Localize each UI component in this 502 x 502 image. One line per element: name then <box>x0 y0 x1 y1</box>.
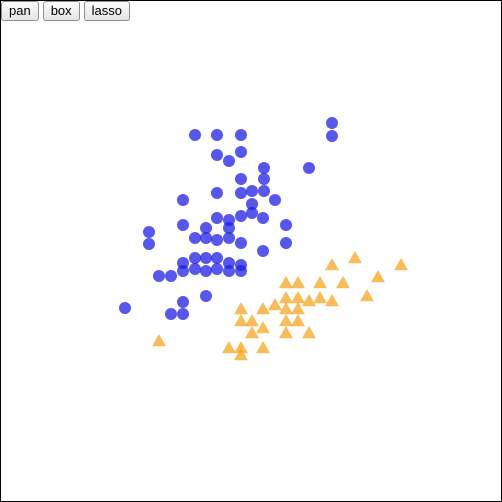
circle-point-15[interactable] <box>235 187 247 199</box>
triangle-point-2[interactable] <box>394 258 408 271</box>
circle-point-52[interactable] <box>177 296 189 308</box>
circle-point-30[interactable] <box>200 232 212 244</box>
circle-point-36[interactable] <box>143 238 155 250</box>
circle-point-18[interactable] <box>246 198 258 210</box>
triangle-point-24[interactable] <box>245 326 259 339</box>
triangle-point-6[interactable] <box>313 276 327 289</box>
triangle-point-21[interactable] <box>256 321 270 334</box>
circle-point-9[interactable] <box>303 162 315 174</box>
circle-point-3[interactable] <box>326 117 338 129</box>
triangle-point-29[interactable] <box>234 341 248 354</box>
circle-point-29[interactable] <box>189 232 201 244</box>
circle-point-47[interactable] <box>153 270 165 282</box>
circle-point-51[interactable] <box>200 290 212 302</box>
triangle-point-10[interactable] <box>256 302 270 315</box>
circle-point-12[interactable] <box>258 185 270 197</box>
circle-point-44[interactable] <box>211 263 223 275</box>
triangle-point-14[interactable] <box>302 294 316 307</box>
circle-point-31[interactable] <box>211 234 223 246</box>
triangle-point-26[interactable] <box>302 326 316 339</box>
circle-point-20[interactable] <box>211 212 223 224</box>
triangle-point-11[interactable] <box>268 298 282 311</box>
circle-point-24[interactable] <box>257 212 269 224</box>
circle-point-50[interactable] <box>189 263 201 275</box>
circle-point-33[interactable] <box>235 237 247 249</box>
triangle-point-22[interactable] <box>279 314 293 327</box>
circle-point-22[interactable] <box>235 210 247 222</box>
triangle-point-18[interactable] <box>291 302 305 315</box>
circle-point-6[interactable] <box>235 146 247 158</box>
series-0 <box>119 117 338 320</box>
pan-button[interactable]: pan <box>1 1 39 21</box>
box-button[interactable]: box <box>42 1 80 21</box>
circle-point-0[interactable] <box>189 129 201 141</box>
circle-point-49[interactable] <box>177 265 189 277</box>
toolbar: pan box lasso <box>1 1 131 21</box>
triangle-point-0[interactable] <box>348 251 362 264</box>
triangle-point-4[interactable] <box>279 276 293 289</box>
circle-point-23[interactable] <box>246 207 258 219</box>
triangle-point-16[interactable] <box>325 294 339 307</box>
circle-point-46[interactable] <box>235 265 247 277</box>
circle-point-38[interactable] <box>189 252 201 264</box>
circle-point-8[interactable] <box>258 162 270 174</box>
circle-point-7[interactable] <box>223 155 235 167</box>
triangle-point-27[interactable] <box>152 334 166 347</box>
triangle-point-12[interactable] <box>279 291 293 304</box>
circle-point-16[interactable] <box>269 194 281 206</box>
circle-point-19[interactable] <box>177 219 189 231</box>
circle-point-43[interactable] <box>200 265 212 277</box>
circle-point-45[interactable] <box>223 265 235 277</box>
circle-point-40[interactable] <box>211 252 223 264</box>
circle-point-25[interactable] <box>200 222 212 234</box>
circle-point-1[interactable] <box>211 129 223 141</box>
circle-point-14[interactable] <box>211 187 223 199</box>
triangle-point-31[interactable] <box>234 348 248 361</box>
circle-point-27[interactable] <box>280 219 292 231</box>
circle-point-2[interactable] <box>235 129 247 141</box>
circle-point-34[interactable] <box>257 245 269 257</box>
triangle-point-17[interactable] <box>279 302 293 315</box>
triangle-point-23[interactable] <box>291 314 305 327</box>
circle-point-53[interactable] <box>119 302 131 314</box>
circle-point-28[interactable] <box>143 226 155 238</box>
circle-point-32[interactable] <box>223 232 235 244</box>
series-1 <box>152 251 408 361</box>
circle-point-10[interactable] <box>235 173 247 185</box>
triangle-point-9[interactable] <box>234 302 248 315</box>
triangle-point-8[interactable] <box>360 289 374 302</box>
triangle-point-3[interactable] <box>371 270 385 283</box>
circle-point-4[interactable] <box>326 130 338 142</box>
triangle-point-1[interactable] <box>325 258 339 271</box>
circle-point-5[interactable] <box>211 149 223 161</box>
triangle-point-25[interactable] <box>279 326 293 339</box>
triangle-point-7[interactable] <box>336 276 350 289</box>
circle-point-54[interactable] <box>165 308 177 320</box>
triangle-point-28[interactable] <box>222 341 236 354</box>
circle-point-39[interactable] <box>200 252 212 264</box>
triangle-point-15[interactable] <box>313 291 327 304</box>
triangle-point-5[interactable] <box>291 276 305 289</box>
triangle-point-13[interactable] <box>291 291 305 304</box>
triangle-point-20[interactable] <box>245 314 259 327</box>
circle-point-13[interactable] <box>246 185 258 197</box>
circle-point-26[interactable] <box>223 222 235 234</box>
circle-point-48[interactable] <box>165 270 177 282</box>
lasso-button[interactable]: lasso <box>83 1 131 21</box>
circle-point-11[interactable] <box>258 173 270 185</box>
triangle-point-19[interactable] <box>234 314 248 327</box>
triangle-point-30[interactable] <box>256 341 270 354</box>
circle-point-17[interactable] <box>177 194 189 206</box>
circle-point-35[interactable] <box>280 237 292 249</box>
circle-point-55[interactable] <box>177 308 189 320</box>
